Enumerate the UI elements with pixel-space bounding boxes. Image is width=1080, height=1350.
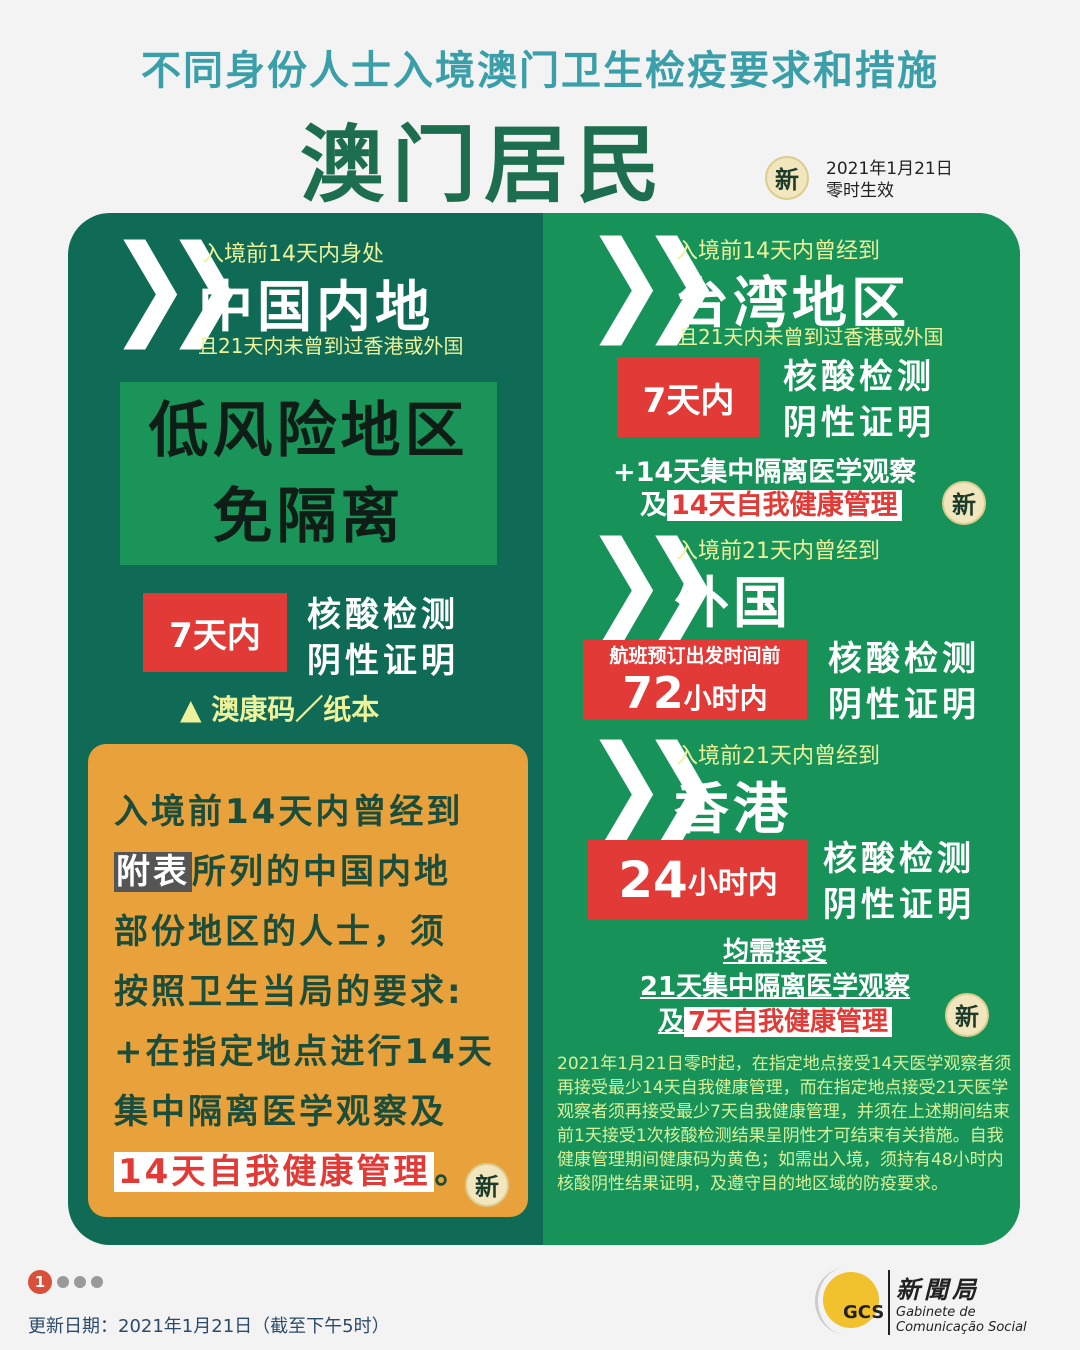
- page-indicator-active[interactable]: 1: [28, 1270, 52, 1294]
- no-quarantine-label: 免隔离: [212, 482, 405, 552]
- negative-label: 阴性证明: [823, 885, 975, 925]
- health-code: ▲ 澳康码／纸本: [180, 688, 379, 728]
- mainland-test: 核酸检测 阴性证明: [307, 592, 459, 684]
- foreign-test-time: 航班预订出发时间前 72小时内: [583, 640, 807, 720]
- text: 。: [434, 1152, 472, 1192]
- new-badge: 新: [942, 481, 986, 525]
- hk-test-time: 24 小时内: [588, 840, 808, 920]
- unit: 小时内: [687, 866, 778, 901]
- mainland-region: 中国内地: [198, 275, 435, 339]
- text: 及: [640, 490, 667, 521]
- health-code-label: 澳康码／纸本: [211, 693, 380, 726]
- low-risk-box: 低风险地区 免隔离: [120, 382, 497, 565]
- subject-heading: 澳门居民: [300, 116, 669, 214]
- effective-date: 2021年1月21日 零时生效: [826, 158, 953, 202]
- test-label: 核酸检测: [828, 639, 980, 679]
- negative-label: 阴性证明: [783, 403, 935, 443]
- taiwan-pre: 入境前14天内曾经到: [676, 239, 880, 264]
- listed-line: 入境前14天内曾经到: [114, 792, 464, 832]
- taiwan-test: 核酸检测 阴性证明: [783, 354, 935, 446]
- page-dot[interactable]: [57, 1276, 69, 1288]
- listed-line: 按照卫生当局的要求:: [114, 972, 464, 1012]
- test-label: 核酸检测: [823, 839, 975, 879]
- hk-test: 核酸检测 阴性证明: [823, 836, 975, 928]
- listed-line: 附表所列的中国内地: [114, 844, 451, 893]
- hk-pre: 入境前21天内曾经到: [676, 744, 880, 769]
- logo-cn: 新聞局: [896, 1276, 980, 1304]
- hk-region: 香港: [674, 777, 793, 841]
- mainland-test-time: 7天内: [143, 593, 287, 672]
- text: 及: [657, 1007, 684, 1037]
- time: 零时生效: [826, 181, 894, 201]
- page-title: 不同身份人士入境澳门卫生检疫要求和措施: [141, 48, 939, 94]
- listed-line: 部份地区的人士，须: [114, 912, 447, 952]
- new-badge: 新: [765, 156, 809, 200]
- common-line: 及 7天自我健康管理: [560, 1001, 990, 1038]
- low-risk-label: 低风险地区: [148, 396, 469, 466]
- logo-mark: GCS: [843, 1302, 885, 1323]
- taiwan-quarantine: +14天集中隔离医学观察: [613, 457, 917, 488]
- negative-label: 阴性证明: [307, 641, 459, 681]
- logo-pt: Comunicação Social: [896, 1320, 1027, 1335]
- mainland-pre: 入境前14天内身处: [202, 242, 384, 267]
- unit: 小时内: [683, 682, 768, 715]
- hours: 24: [618, 851, 688, 909]
- common-line: 21天集中隔离医学观察: [639, 972, 911, 1002]
- gcs-logo-icon: GCS: [815, 1268, 885, 1334]
- test-label: 核酸检测: [783, 357, 935, 397]
- new-badge: 新: [945, 993, 989, 1037]
- taiwan-region: 台湾地区: [674, 271, 911, 335]
- new-badge: 新: [465, 1163, 509, 1207]
- annex-tag[interactable]: 附表: [114, 852, 192, 892]
- listed-areas-box: [88, 744, 528, 1217]
- self-management-highlight: 14天自我健康管理: [114, 1152, 435, 1192]
- highlight: 14天自我健康管理: [667, 490, 902, 521]
- listed-line: 集中隔离医学观察及: [114, 1092, 447, 1132]
- highlight: 7天自我健康管理: [683, 1007, 893, 1037]
- taiwan-cond: 且21天内未曾到过香港或外国: [678, 325, 944, 349]
- listed-line: 14天自我健康管理。: [114, 1144, 471, 1193]
- page-dot[interactable]: [74, 1276, 86, 1288]
- flight-note: 航班预订出发时间前: [609, 645, 781, 667]
- logo-pt: Gabinete de: [896, 1305, 976, 1320]
- triangle-icon: ▲: [180, 693, 212, 726]
- gcs-logo-text: 新聞局 Gabinete de Comunicação Social: [888, 1270, 1027, 1335]
- foreign-test: 核酸检测 阴性证明: [828, 636, 980, 728]
- text: 所列的中国内地: [192, 852, 451, 892]
- test-label: 核酸检测: [307, 595, 459, 635]
- self-management-note: 2021年1月21日零时起，在指定地点接受14天医学观察者须再接受最少14天自我…: [557, 1054, 1012, 1194]
- foreign-pre: 入境前21天内曾经到: [676, 539, 880, 564]
- update-date: 更新日期：2021年1月21日（截至下午5时）: [28, 1316, 390, 1337]
- mainland-cond: 且21天内未曾到过香港或外国: [198, 334, 464, 358]
- negative-label: 阴性证明: [828, 685, 980, 725]
- listed-line: +在指定地点进行14天: [114, 1032, 495, 1072]
- hours: 72: [622, 668, 684, 719]
- foreign-region: 外国: [674, 571, 793, 635]
- common-line: 均需接受: [722, 937, 827, 967]
- date: 2021年1月21日: [826, 159, 953, 179]
- taiwan-self-management: 及 14天自我健康管理: [640, 483, 902, 522]
- taiwan-test-time: 7天内: [617, 357, 760, 437]
- page-dot[interactable]: [91, 1276, 103, 1288]
- pagination[interactable]: 1: [28, 1270, 103, 1294]
